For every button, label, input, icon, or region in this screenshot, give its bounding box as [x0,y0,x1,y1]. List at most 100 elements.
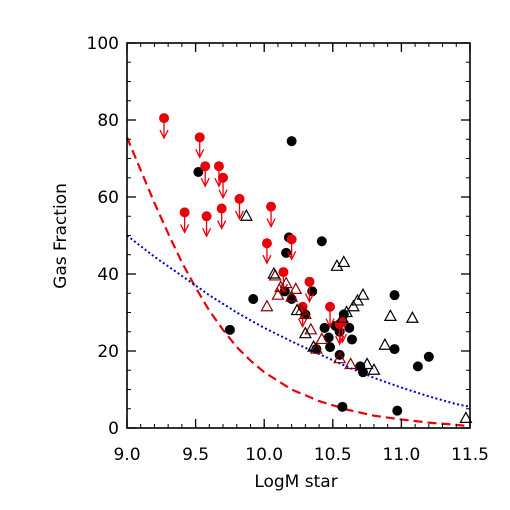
y-tick-label: 100 [87,34,119,54]
y-tick-label: 0 [108,419,119,439]
y-axis-label: Gas Fraction [51,183,71,289]
y-tick-label: 20 [97,342,119,362]
data-points [159,113,473,423]
upper-limit-arrow-head [218,189,228,200]
x-tick-label: 10.0 [245,445,283,465]
data-point [389,290,400,301]
triangle-point [335,311,349,323]
upper-limit-arrow-head [262,254,272,265]
data-point [201,211,212,222]
upper-limit-point [266,201,277,229]
triangle-point [337,255,351,268]
triangle-point [367,363,381,375]
triangle-point [260,299,274,312]
data-point [325,342,336,353]
data-point [281,247,292,258]
triangle-point [333,351,347,364]
upper-limit-arrow-head [200,177,210,188]
triangle-point [267,266,281,279]
data-point [248,294,259,305]
data-point [357,367,368,378]
data-point [423,351,434,362]
upper-limit-point [304,276,315,304]
dotted-model-curve [126,234,471,408]
data-point [194,132,205,143]
upper-limit-arrow-head [159,129,169,140]
upper-limit-arrow-head [287,251,297,261]
data-point [389,344,400,355]
data-point [344,322,355,333]
data-point [218,172,229,183]
data-point [304,276,315,287]
data-point [323,332,334,343]
triangle-point [383,309,397,321]
triangle-point [378,337,392,350]
data-point [286,294,297,305]
triangle-point [304,322,318,335]
y-tick-label: 40 [97,265,119,285]
upper-limit-arrow-head [195,149,205,159]
triangle-point [315,332,329,345]
triangle-point [350,293,365,306]
triangle-point [274,280,288,293]
upper-limit-point [179,207,190,234]
ticks: 9.0 9.5 10.0 10.5 11.0 11.5 0 20 40 60 80 100 [87,34,489,465]
data-point [347,334,358,345]
x-axis-label: LogM star [254,472,337,492]
data-point [334,319,345,330]
triangle-point [346,299,360,312]
upper-limit-point [201,211,212,238]
upper-limit-arrow-head [234,210,245,221]
y-tick-label: 60 [97,188,119,208]
model-curves [125,136,471,428]
upper-limit-arrow-head [335,335,345,346]
triangle-point [307,339,321,352]
dashed-model-curve [125,136,471,428]
triangle-point [344,357,358,370]
upper-limit-point [200,161,211,188]
triangle-point [285,289,299,302]
x-tick-label: 11.5 [451,445,489,465]
triangle-point [356,287,370,300]
y-tick-label: 80 [97,111,119,131]
triangle-point [279,276,293,289]
upper-limit-point [194,132,205,159]
data-point [412,361,423,372]
data-point [319,322,330,333]
data-point [266,201,277,212]
upper-limit-arrow-head [325,318,335,329]
data-point [159,113,170,124]
data-point [193,166,204,177]
data-point [234,193,245,204]
upper-limit-arrow-head [201,227,212,238]
data-point [278,267,289,278]
x-tick-label: 9.5 [182,445,209,465]
triangle-point [340,305,354,318]
upper-limit-arrow-head [217,220,227,231]
data-point [316,236,327,247]
upper-limit-point [261,238,272,265]
data-point [224,324,235,335]
data-point [261,238,272,249]
data-point [216,203,227,214]
upper-limit-point [216,203,227,231]
upper-limit-arrow-head [266,218,276,229]
triangle-point [271,287,285,300]
upper-limit-arrow-head [304,293,315,304]
data-point [179,207,190,218]
triangle-point [360,357,374,370]
data-point [337,401,348,412]
upper-limit-arrow-head [298,318,308,329]
triangle-point [330,259,344,271]
upper-limit-arrow-head [180,224,190,234]
data-point [286,234,297,245]
triangle-point [309,341,323,354]
triangle-point [239,209,253,221]
triangle-point [290,303,304,316]
triangle-point [459,411,473,423]
upper-limit-point [159,113,170,140]
data-point [286,136,297,147]
data-point [200,161,211,172]
upper-limit-point [218,172,229,200]
